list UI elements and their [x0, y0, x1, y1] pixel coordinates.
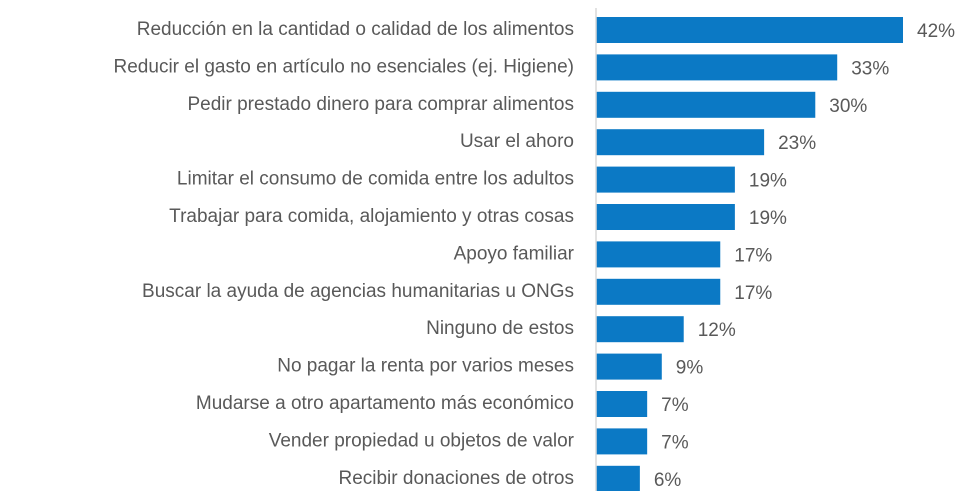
category-label: Pedir prestado dinero para comprar alime… [187, 94, 574, 115]
bar [596, 465, 640, 491]
value-label: 23% [778, 133, 816, 154]
bar [596, 241, 721, 268]
category-label: Buscar la ayuda de agencias humanitarias… [142, 281, 574, 302]
value-label: 42% [917, 21, 955, 42]
value-label: 19% [749, 171, 787, 192]
category-label: Ninguno de estos [426, 318, 574, 339]
value-label: 9% [676, 358, 704, 379]
bar [596, 129, 765, 156]
category-label: Limitar el consumo de comida entre los a… [177, 169, 574, 190]
value-label: 12% [698, 320, 736, 341]
value-label: 7% [661, 395, 689, 416]
category-label: Usar el ahoro [460, 131, 574, 152]
value-label: 33% [851, 58, 889, 79]
category-label: Trabajar para comida, alojamiento y otra… [169, 206, 574, 227]
value-label: 30% [829, 96, 867, 117]
bar [596, 54, 838, 81]
value-label: 19% [749, 208, 787, 229]
bar [596, 353, 662, 380]
value-label: 17% [734, 245, 772, 266]
category-label: Apoyo familiar [454, 243, 575, 264]
category-label: Mudarse a otro apartamento más económico [196, 393, 574, 414]
bar [596, 391, 648, 417]
value-label: 7% [661, 432, 689, 453]
value-label: 17% [734, 283, 772, 304]
value-label: 6% [654, 470, 682, 491]
category-label: Reducción en la cantidad o calidad de lo… [137, 19, 574, 40]
bar [596, 278, 721, 305]
category-label: Reducir el gasto en artículo no esencial… [114, 56, 574, 77]
bar [596, 17, 903, 43]
bar [596, 204, 735, 230]
bar [596, 316, 684, 343]
category-label: Recibir donaciones de otros [338, 468, 574, 489]
bar [596, 91, 816, 118]
category-label: No pagar la renta por varios meses [277, 356, 574, 377]
bar [596, 166, 735, 193]
category-label: Vender propiedad u objetos de valor [269, 430, 575, 451]
bar [596, 428, 648, 455]
